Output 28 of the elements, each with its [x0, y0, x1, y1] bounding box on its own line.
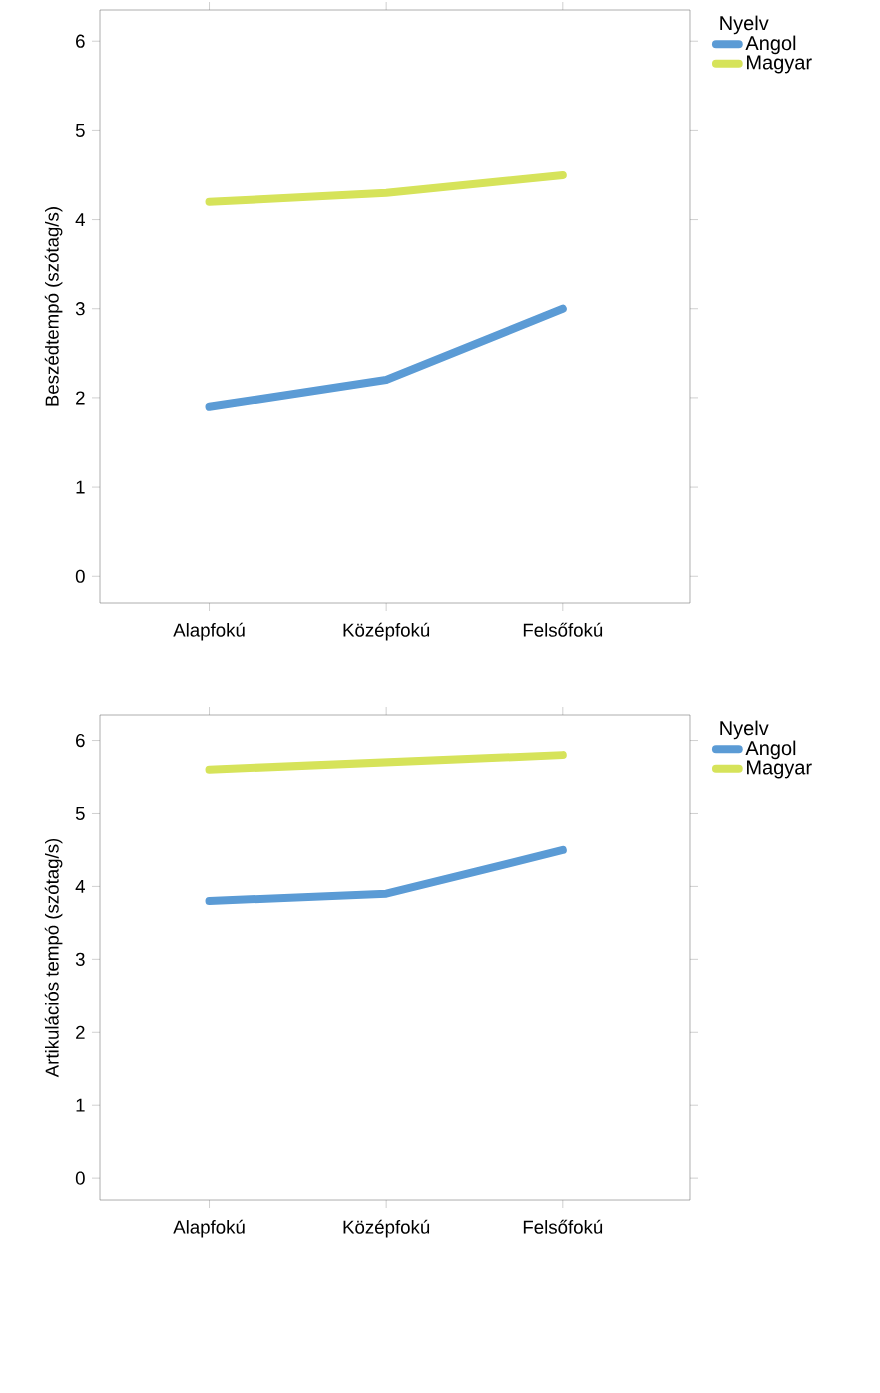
x-tick-label: Felsőfokú: [523, 622, 603, 637]
legend-label: Angol: [745, 35, 796, 55]
y-tick-label: 0: [75, 1171, 85, 1185]
x-tick-label: Felsőfokú: [523, 1219, 603, 1234]
y-axis-title: Beszédtempó (szótag/s): [44, 207, 63, 406]
legend-title: Nyelv: [720, 720, 769, 740]
y-tick-label: 1: [76, 1098, 85, 1112]
y-tick-label: 4: [75, 213, 85, 226]
y-tick-label: 5: [75, 123, 85, 137]
legend-label: Magyar: [747, 55, 812, 74]
y-tick-label: 1: [76, 480, 85, 494]
x-tick-label: Alapfokú: [173, 622, 245, 641]
y-tick-label: 4: [75, 879, 85, 893]
y-tick-label: 3: [75, 302, 85, 316]
y-tick-label: 6: [76, 733, 85, 748]
y-tick-label: 3: [75, 952, 85, 966]
y-axis-title: Artikulációs tempó (szótag/s): [44, 838, 63, 1078]
legend-title: Nyelv: [720, 15, 769, 35]
x-tick-label: Alapfokú: [173, 1219, 245, 1238]
y-tick-label: 5: [75, 806, 85, 820]
y-tick-label: 2: [76, 1025, 85, 1039]
y-tick-label: 6: [76, 34, 85, 48]
legend-label: Angol: [745, 740, 796, 760]
legend-label: Magyar: [747, 760, 812, 779]
y-tick-label: 0: [75, 569, 85, 583]
x-tick-label: Középfokú: [343, 1219, 430, 1238]
x-tick-label: Középfokú: [343, 622, 430, 641]
y-tick-label: 2: [76, 391, 85, 405]
